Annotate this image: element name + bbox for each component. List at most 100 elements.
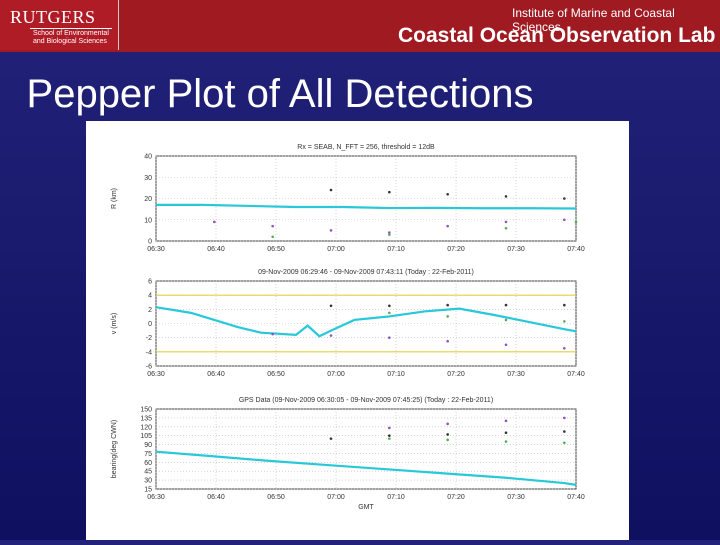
panel-2-ytick: 60 — [144, 460, 152, 467]
lab-name: Coastal Ocean Observation Lab — [398, 24, 716, 47]
panel-2-series-3-point — [446, 438, 449, 442]
panel-1-ytick: -2 — [146, 335, 152, 342]
panel-1-series-2-point — [329, 304, 333, 308]
panel-0-xtick: 07:10 — [387, 246, 405, 253]
panel-1-series-2-point — [388, 304, 391, 308]
panel-0-xtick: 07:30 — [507, 246, 525, 253]
panel-2-xtick: 06:40 — [207, 494, 225, 501]
slide-title: Pepper Plot of All Detections — [26, 72, 534, 116]
panel-0-series-2-point — [446, 224, 449, 228]
panel-0-series-2-point — [388, 231, 391, 234]
panel-2-ytick: 90 — [144, 442, 152, 449]
panel-2-xtick: 07:10 — [387, 494, 405, 501]
panel-0-ytick: 0 — [148, 239, 152, 246]
plot-figure: Rx = SEAB, N_FFT = 256, threshold = 12dB… — [86, 121, 629, 540]
panel-0-series-3-point — [504, 226, 508, 230]
panel-2-xlabel: GMT — [358, 504, 374, 511]
panel-0-xtick: 06:30 — [147, 246, 165, 253]
panel-2-frame — [155, 408, 577, 490]
panel-1-xtick: 07:40 — [567, 371, 585, 378]
panel-0-ytick: 20 — [144, 196, 152, 203]
panel-0-series-1-point — [388, 190, 391, 194]
panel-2-series-2-point — [446, 422, 449, 426]
panel-1-ylabel: v (m/s) — [111, 313, 118, 334]
panel-1-ytick: -6 — [146, 364, 152, 371]
figure-svg: Rx = SEAB, N_FFT = 256, threshold = 12dB… — [111, 144, 585, 511]
panel-2-ytick: 105 — [140, 433, 152, 440]
panel-2-xtick: 07:30 — [507, 494, 525, 501]
panel-2-series-3-point — [388, 437, 391, 440]
panel-1-series-3-point — [446, 315, 449, 318]
panel-2-ytick: 30 — [144, 478, 152, 485]
panel-2-series-1-point — [446, 433, 449, 436]
panel-2-series-2-point — [563, 416, 566, 420]
panel-0-series-2-point — [563, 218, 566, 222]
panel-0-title: Rx = SEAB, N_FFT = 256, threshold = 12dB — [297, 144, 435, 151]
panel-0-ytick: 40 — [144, 154, 152, 161]
panel-1-series-2-point — [446, 303, 449, 307]
panel-2-series-2-point — [388, 426, 391, 430]
panel-0-ytick: 30 — [144, 175, 152, 182]
panel-1-series-1-point — [504, 343, 508, 347]
panel-2-title: GPS Data (09-Nov-2009 06:30:05 - 09-Nov-… — [239, 397, 493, 404]
panel-2-xtick: 07:20 — [447, 494, 465, 501]
panel-2-xtick: 06:50 — [267, 494, 285, 501]
panel-0-series-1-point — [563, 197, 566, 200]
panel-1-series-3-point — [504, 318, 508, 322]
rutgers-logo: RUTGERS School of Environmental and Biol… — [0, 0, 119, 50]
panel-1-series-1-point — [329, 334, 333, 337]
panel-2-ytick: 150 — [140, 407, 152, 414]
logo-subtitle: School of Environmental and Biological S… — [33, 30, 109, 45]
panel-2-ytick: 120 — [140, 424, 152, 431]
panel-1-xtick: 07:00 — [327, 371, 345, 378]
panel-0-xtick: 07:00 — [327, 246, 345, 253]
panel-2-series-1-point — [504, 431, 508, 435]
panel-0-series-3-point — [574, 220, 578, 224]
panel-1-series-1-point — [563, 346, 566, 350]
panel-2-ytick: 15 — [144, 487, 152, 494]
panel-1-series-2-point — [504, 303, 508, 307]
panel-0-series-3-point — [271, 235, 274, 239]
panel-1-series-1-point — [271, 332, 274, 336]
panel-1-xtick: 07:10 — [387, 371, 405, 378]
panel-1-xtick: 07:30 — [507, 371, 525, 378]
panel-2-ytick: 45 — [144, 469, 152, 476]
panel-0-series-2-point — [271, 224, 274, 228]
panel-2-ylabel: bearing(deg CWN) — [111, 420, 118, 478]
panel-2-series-0-line — [155, 450, 577, 486]
panel-1-series-1-point — [388, 336, 391, 339]
panel-0-ytick: 10 — [144, 217, 152, 224]
panel-0-xtick: 06:50 — [267, 246, 285, 253]
panel-1-series-1-point — [446, 339, 449, 343]
header-banner: RUTGERS School of Environmental and Biol… — [0, 0, 720, 52]
panel-0-series-1-point — [504, 195, 508, 198]
panel-1-series-0-line — [155, 306, 577, 338]
institute-name: Institute of Marine and Coastal Sciences — [512, 6, 675, 34]
panel-1-series-3-point — [388, 311, 391, 315]
panel-1-ytick: 6 — [148, 279, 152, 286]
logo-rule — [30, 28, 112, 29]
panel-2-xtick: 07:40 — [567, 494, 585, 501]
panel-2-series-2-point — [504, 419, 508, 423]
panel-0-series-2-point — [213, 220, 216, 224]
panel-2-ytick: 75 — [144, 451, 152, 458]
panel-1-series-2-point — [563, 303, 566, 307]
panel-1-xtick: 06:50 — [267, 371, 285, 378]
panel-2-series-1-point — [329, 437, 333, 440]
panel-1-title: 09-Nov-2009 06:29:46 - 09-Nov-2009 07:43… — [258, 269, 474, 276]
panel-0-series-0-line — [156, 203, 577, 210]
panel-0-series-1-point — [446, 192, 449, 196]
panel-0-xtick: 07:40 — [567, 246, 585, 253]
panel-0-series-1-point — [329, 188, 333, 192]
panel-1-xtick: 06:40 — [207, 371, 225, 378]
panel-0-series-3-point — [388, 233, 391, 236]
panel-0-xtick: 07:20 — [447, 246, 465, 253]
panel-2-xtick: 07:00 — [327, 494, 345, 501]
logo-wordmark: RUTGERS — [10, 7, 96, 27]
panel-1-ytick: 2 — [148, 307, 152, 314]
panel-0-series-2-point — [504, 220, 508, 224]
panel-0-series-2-point — [329, 229, 333, 232]
panel-1-series-3-point — [563, 320, 566, 323]
panel-2-series-3-point — [504, 440, 508, 443]
panel-1-ytick: -4 — [146, 349, 152, 356]
